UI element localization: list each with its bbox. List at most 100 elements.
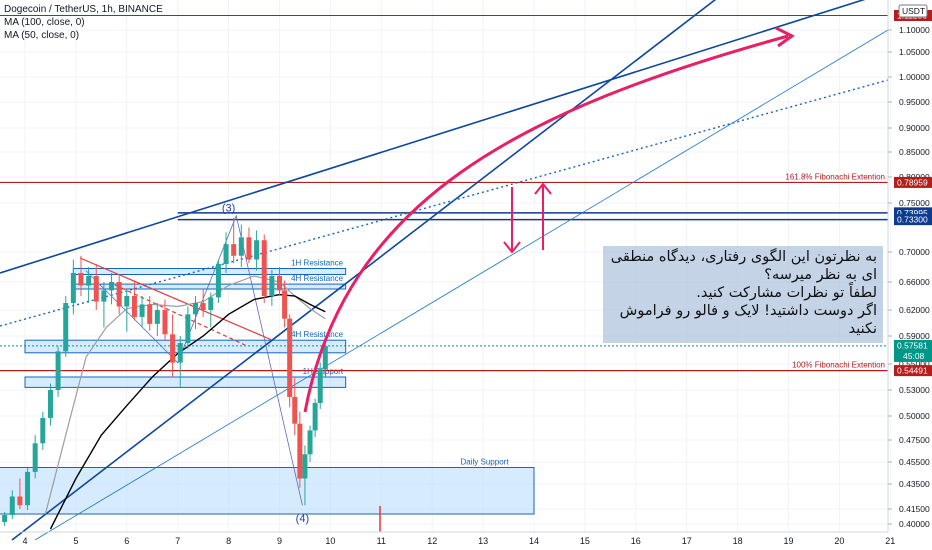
price-label-box: [894, 339, 932, 362]
x-tick-label: 7: [175, 536, 180, 546]
candle-body: [17, 496, 23, 506]
candle-body: [2, 515, 8, 522]
candle-body: [70, 273, 76, 303]
x-tick-label: 4: [22, 536, 27, 546]
y-tick-label: 0.75000: [899, 198, 930, 208]
zone-box: [24, 339, 347, 354]
price-axis[interactable]: 1.10000 1.05000 1.00000 0.95000 0.90000 0.850…: [887, 0, 932, 532]
candle-body: [277, 276, 282, 291]
trend-line: [34, 29, 889, 541]
candle-body: [246, 237, 252, 260]
candle-body: [101, 290, 107, 302]
chart-legend: Dogecoin / TetherUS, 1h, BINANCE MA (100…: [4, 3, 163, 42]
note-line: به نظرتون این الگوی رفتاری، دیدگاه منطقی: [610, 249, 877, 265]
legend-ma50: MA (50, close, 0): [4, 30, 80, 41]
currency-tag: [898, 4, 928, 18]
y-tick-label: 1.10000: [899, 25, 930, 35]
down-arrowhead: [503, 241, 521, 254]
y-tick-label: 0.70000: [899, 247, 930, 257]
candle-body: [269, 276, 275, 296]
y-tick-label: 0.62000: [899, 305, 930, 315]
y-tick-label: 0.59000: [899, 331, 930, 341]
candle-body: [86, 276, 92, 286]
candle-body: [200, 303, 206, 310]
candle-body: [139, 304, 145, 317]
price-label: 0.57581: [897, 340, 928, 350]
y-tick-label: 0.55000: [899, 359, 930, 369]
y-tick-label: 1.05000: [899, 47, 930, 57]
x-tick-label: 10: [325, 536, 335, 546]
y-tick-label: 1.00000: [899, 72, 930, 82]
zone-label: 1H Support: [303, 367, 344, 376]
note-line: نکنید: [848, 321, 877, 337]
trend-line: [0, 0, 866, 274]
x-tick-label: 8: [226, 536, 231, 546]
candle-body: [131, 296, 137, 317]
candle-body: [317, 369, 323, 403]
zone-box: [0, 467, 535, 515]
x-tick-label: 12: [427, 536, 437, 546]
candle-body: [297, 423, 303, 479]
trend-line: [0, 79, 889, 327]
candle-body: [231, 244, 237, 256]
zone-label: 4H Resistance: [291, 274, 344, 283]
x-tick-label: 14: [529, 536, 539, 546]
candle-body: [154, 310, 160, 324]
zone-box: [24, 376, 347, 388]
candle-body: [312, 403, 318, 431]
price-label-box: [894, 176, 932, 188]
price-countdown: 45:08: [903, 351, 925, 361]
y-tick-label: 0.53000: [899, 385, 930, 395]
y-tick-label: 0.45500: [899, 457, 930, 467]
projection-arrowhead: [775, 26, 795, 48]
x-tick-label: 15: [580, 536, 590, 546]
candle-body: [55, 351, 61, 390]
wave-label: (3): [222, 203, 235, 215]
x-tick-label: 18: [733, 536, 743, 546]
trend-lines: 161.8% Fibonachi Extention 100% Fibonachi…: [0, 0, 889, 541]
candle-body: [287, 318, 293, 397]
candle-body: [254, 240, 260, 260]
y-tick-label: 0.66000: [899, 277, 930, 287]
candle-body: [208, 297, 214, 310]
zone-label: 1H Resistance: [291, 259, 344, 268]
candle-body: [124, 296, 130, 307]
candle-body: [25, 471, 31, 506]
projection-curve: [303, 34, 789, 413]
x-tick-label: 9: [277, 536, 282, 546]
zone-label: Daily Support: [461, 458, 510, 467]
ma100-line: [49, 293, 326, 530]
note-line: ای به نظر میرسه؟: [764, 267, 877, 283]
ma50-line: [44, 275, 326, 515]
time-axis[interactable]: 4 5 6 7 8 9 10 11 12 13 14 15 16 17 18 19 20 21: [0, 531, 895, 546]
price-label: 0.73995: [897, 208, 928, 218]
candle-body: [292, 396, 298, 424]
x-tick-label: 5: [73, 536, 78, 546]
zone-label: 4H Resistance: [291, 330, 344, 339]
y-tick-label: 0.50000: [899, 411, 930, 421]
fib-label: 100% Fibonachi Extention: [792, 361, 885, 370]
x-tick-label: 20: [834, 536, 844, 546]
candle-body: [40, 417, 46, 444]
x-tick-label: 6: [124, 536, 129, 546]
candle-body: [193, 303, 199, 315]
legend-ma100: MA (100, close, 0): [4, 17, 85, 28]
y-tick-label: 0.85000: [899, 147, 930, 157]
x-tick-label: 21: [885, 536, 895, 546]
chart-labels: (3) (4): [222, 203, 309, 525]
price-label: 0.78959: [897, 177, 928, 187]
x-tick-label: 19: [783, 536, 793, 546]
candles: [2, 217, 328, 526]
fib-label: 161.8% Fibonachi Extention: [785, 172, 885, 181]
projection-arrows: [303, 26, 795, 532]
candle-body: [78, 273, 84, 286]
candle-body: [215, 264, 221, 298]
x-tick-label: 17: [682, 536, 692, 546]
price-label: 0.54491: [897, 366, 928, 376]
candle-body: [109, 282, 115, 291]
legend-title: Dogecoin / TetherUS, 1h, BINANCE: [4, 4, 163, 15]
candle-body: [116, 282, 122, 307]
price-label-box: [894, 207, 932, 219]
trend-line: [79, 257, 273, 341]
price-label-box: [894, 214, 932, 226]
